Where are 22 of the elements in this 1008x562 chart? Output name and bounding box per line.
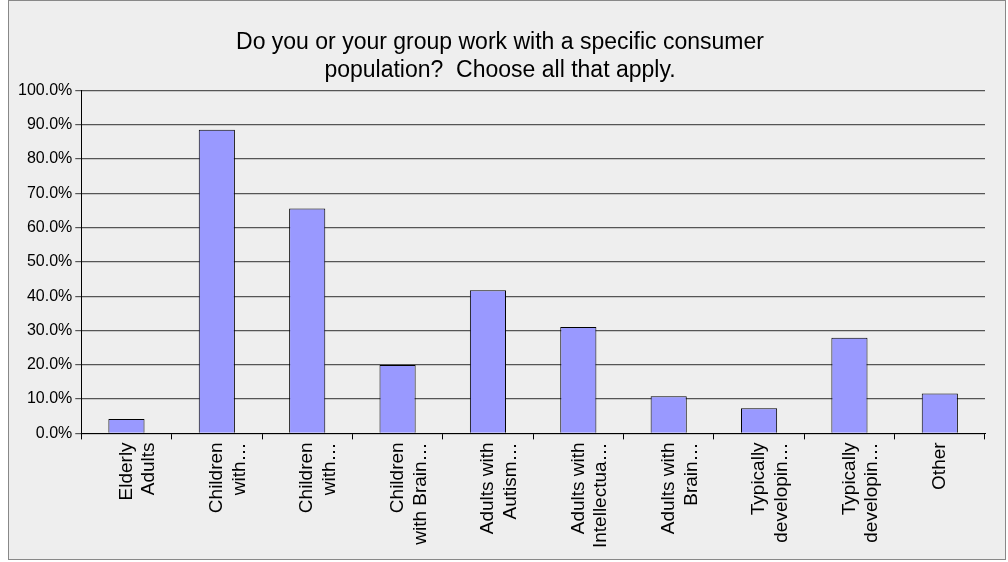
x-tick-label: Other — [928, 441, 950, 490]
chart-title: Do you or your group work with a specific consumer population? Choose all that apply. — [236, 28, 765, 82]
x-tick-label: Children with… — [295, 442, 340, 514]
x-tick-label: Children with Brain… — [385, 442, 430, 546]
x-tick-label: Adults with Autism… — [476, 442, 520, 535]
y-tick-label: 60.0% — [26, 217, 73, 235]
y-tick-label: 100.0% — [18, 80, 73, 98]
y-tick-label: 10.0% — [26, 389, 73, 407]
x-tick-label: Typically developin… — [747, 441, 792, 543]
y-tick-label: 50.0% — [26, 252, 73, 270]
y-tick-label: 40.0% — [26, 286, 73, 304]
y-tick-label: 30.0% — [26, 320, 73, 338]
x-tick-label: Adults with Brain… — [656, 442, 701, 535]
x-tick-label: Typically developin… — [837, 441, 882, 543]
y-tick-label: 90.0% — [26, 114, 73, 132]
y-tick-label: 0.0% — [35, 423, 73, 441]
y-tick-label: 20.0% — [26, 355, 73, 373]
y-tick-label: 70.0% — [26, 183, 73, 201]
x-tick-label: Children with… — [205, 442, 249, 514]
y-tick-label: 80.0% — [26, 149, 73, 167]
x-tick-label: Elderly Adults — [114, 441, 159, 501]
x-tick-label: Adults with Intellectua… — [566, 442, 611, 549]
